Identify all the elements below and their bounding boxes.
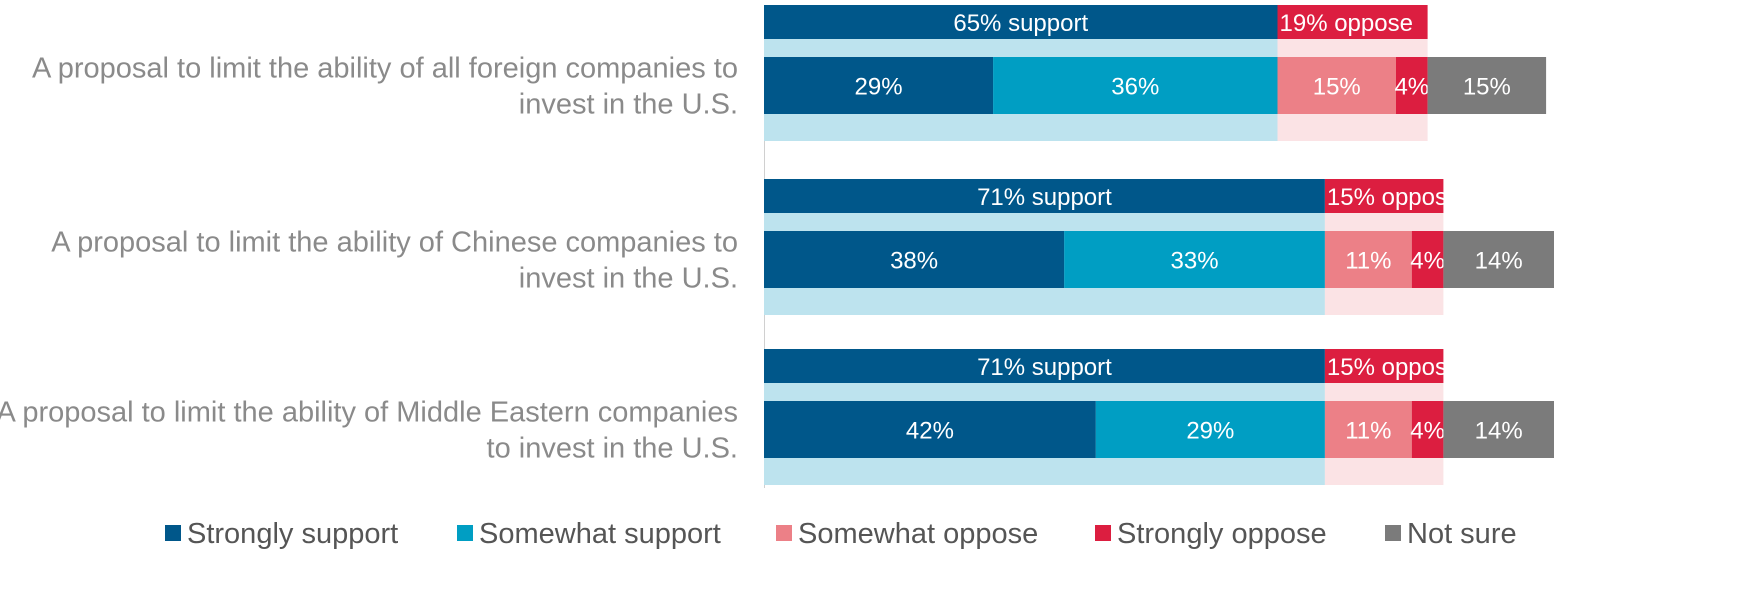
summary-oppose-bar — [1277, 5, 1428, 39]
legend-item: Strongly support — [165, 518, 398, 550]
bar-segment — [1443, 231, 1554, 288]
summary-oppose-label: 19% oppose — [1280, 10, 1413, 37]
summary-support-label: 65% support — [953, 10, 1088, 37]
legend-label: Somewhat support — [479, 518, 721, 550]
segment-label: 4% — [1410, 248, 1445, 275]
segment-label: 29% — [1186, 418, 1234, 445]
segment-label: 15% — [1463, 74, 1511, 101]
segment-label: 14% — [1475, 248, 1523, 275]
bar-segment — [1427, 57, 1547, 114]
bar-segment — [1064, 231, 1325, 288]
bar-segment — [764, 57, 994, 114]
legend-swatch — [165, 525, 181, 541]
category-label: to invest in the U.S. — [487, 433, 738, 465]
summary-oppose-bar — [1324, 179, 1444, 213]
bar-segment — [764, 401, 1096, 458]
legend-swatch — [776, 525, 792, 541]
category-label: invest in the U.S. — [519, 89, 738, 121]
segment-label: 4% — [1394, 74, 1429, 101]
category-label: A proposal to limit the ability of Middl… — [0, 397, 738, 429]
summary-oppose-label: 15% oppose — [1327, 184, 1460, 211]
segment-label: 33% — [1171, 248, 1219, 275]
bar-segment — [1411, 231, 1444, 288]
bar-segment — [764, 231, 1065, 288]
bar-groups: 65% support 19% oppose 29% 36% 15% 4% 15% A pro… — [0, 5, 1554, 485]
legend-swatch — [1095, 525, 1111, 541]
legend-label: Strongly support — [187, 518, 398, 550]
bar-segment — [1095, 401, 1325, 458]
bar-segment — [1411, 401, 1444, 458]
segment-label: 11% — [1345, 248, 1391, 275]
category-label: invest in the U.S. — [519, 263, 738, 295]
segment-label: 11% — [1345, 418, 1391, 445]
segment-label: 42% — [906, 418, 954, 445]
legend-label: Somewhat oppose — [798, 518, 1038, 550]
category-label: A proposal to limit the ability of Chine… — [51, 227, 738, 259]
bar-segment — [993, 57, 1278, 114]
bar-segment — [1277, 57, 1396, 114]
segment-label: 36% — [1111, 74, 1159, 101]
segment-label: 15% — [1313, 74, 1361, 101]
summary-support-bar — [764, 5, 1278, 39]
summary-support-bar — [764, 349, 1325, 383]
bar-segment — [1324, 231, 1412, 288]
legend-swatch — [457, 525, 473, 541]
category-label: A proposal to limit the ability of all f… — [32, 53, 738, 85]
legend-label: Not sure — [1407, 518, 1517, 550]
legend-item: Somewhat oppose — [776, 518, 1038, 550]
bar-group: 71% support 15% oppose 38% 33% 11% 4% 14% A pro… — [51, 179, 1554, 315]
legend-item: Strongly oppose — [1095, 518, 1327, 550]
summary-support-bar — [764, 179, 1325, 213]
bar-group: 65% support 19% oppose 29% 36% 15% 4% 15% A pro… — [32, 5, 1547, 141]
summary-support-label: 71% support — [977, 354, 1112, 381]
segment-label: 4% — [1410, 418, 1445, 445]
summary-oppose-label: 15% oppose — [1327, 354, 1460, 381]
legend-swatch — [1385, 525, 1401, 541]
summary-oppose-bar — [1324, 349, 1444, 383]
bar-segment — [1396, 57, 1428, 114]
summary-support-label: 71% support — [977, 184, 1112, 211]
legend-item: Somewhat support — [457, 518, 721, 550]
bar-group: 71% support 15% oppose 42% 29% 11% 4% 14% A pro… — [0, 349, 1554, 485]
segment-label: 38% — [890, 248, 938, 275]
bar-segment — [1324, 401, 1412, 458]
legend-label: Strongly oppose — [1117, 518, 1327, 550]
legend: Strongly support Somewhat support Somewhat… — [165, 518, 1517, 550]
segment-label: 14% — [1475, 418, 1523, 445]
segment-label: 29% — [855, 74, 903, 101]
legend-item: Not sure — [1385, 518, 1517, 550]
bar-segment — [1443, 401, 1554, 458]
